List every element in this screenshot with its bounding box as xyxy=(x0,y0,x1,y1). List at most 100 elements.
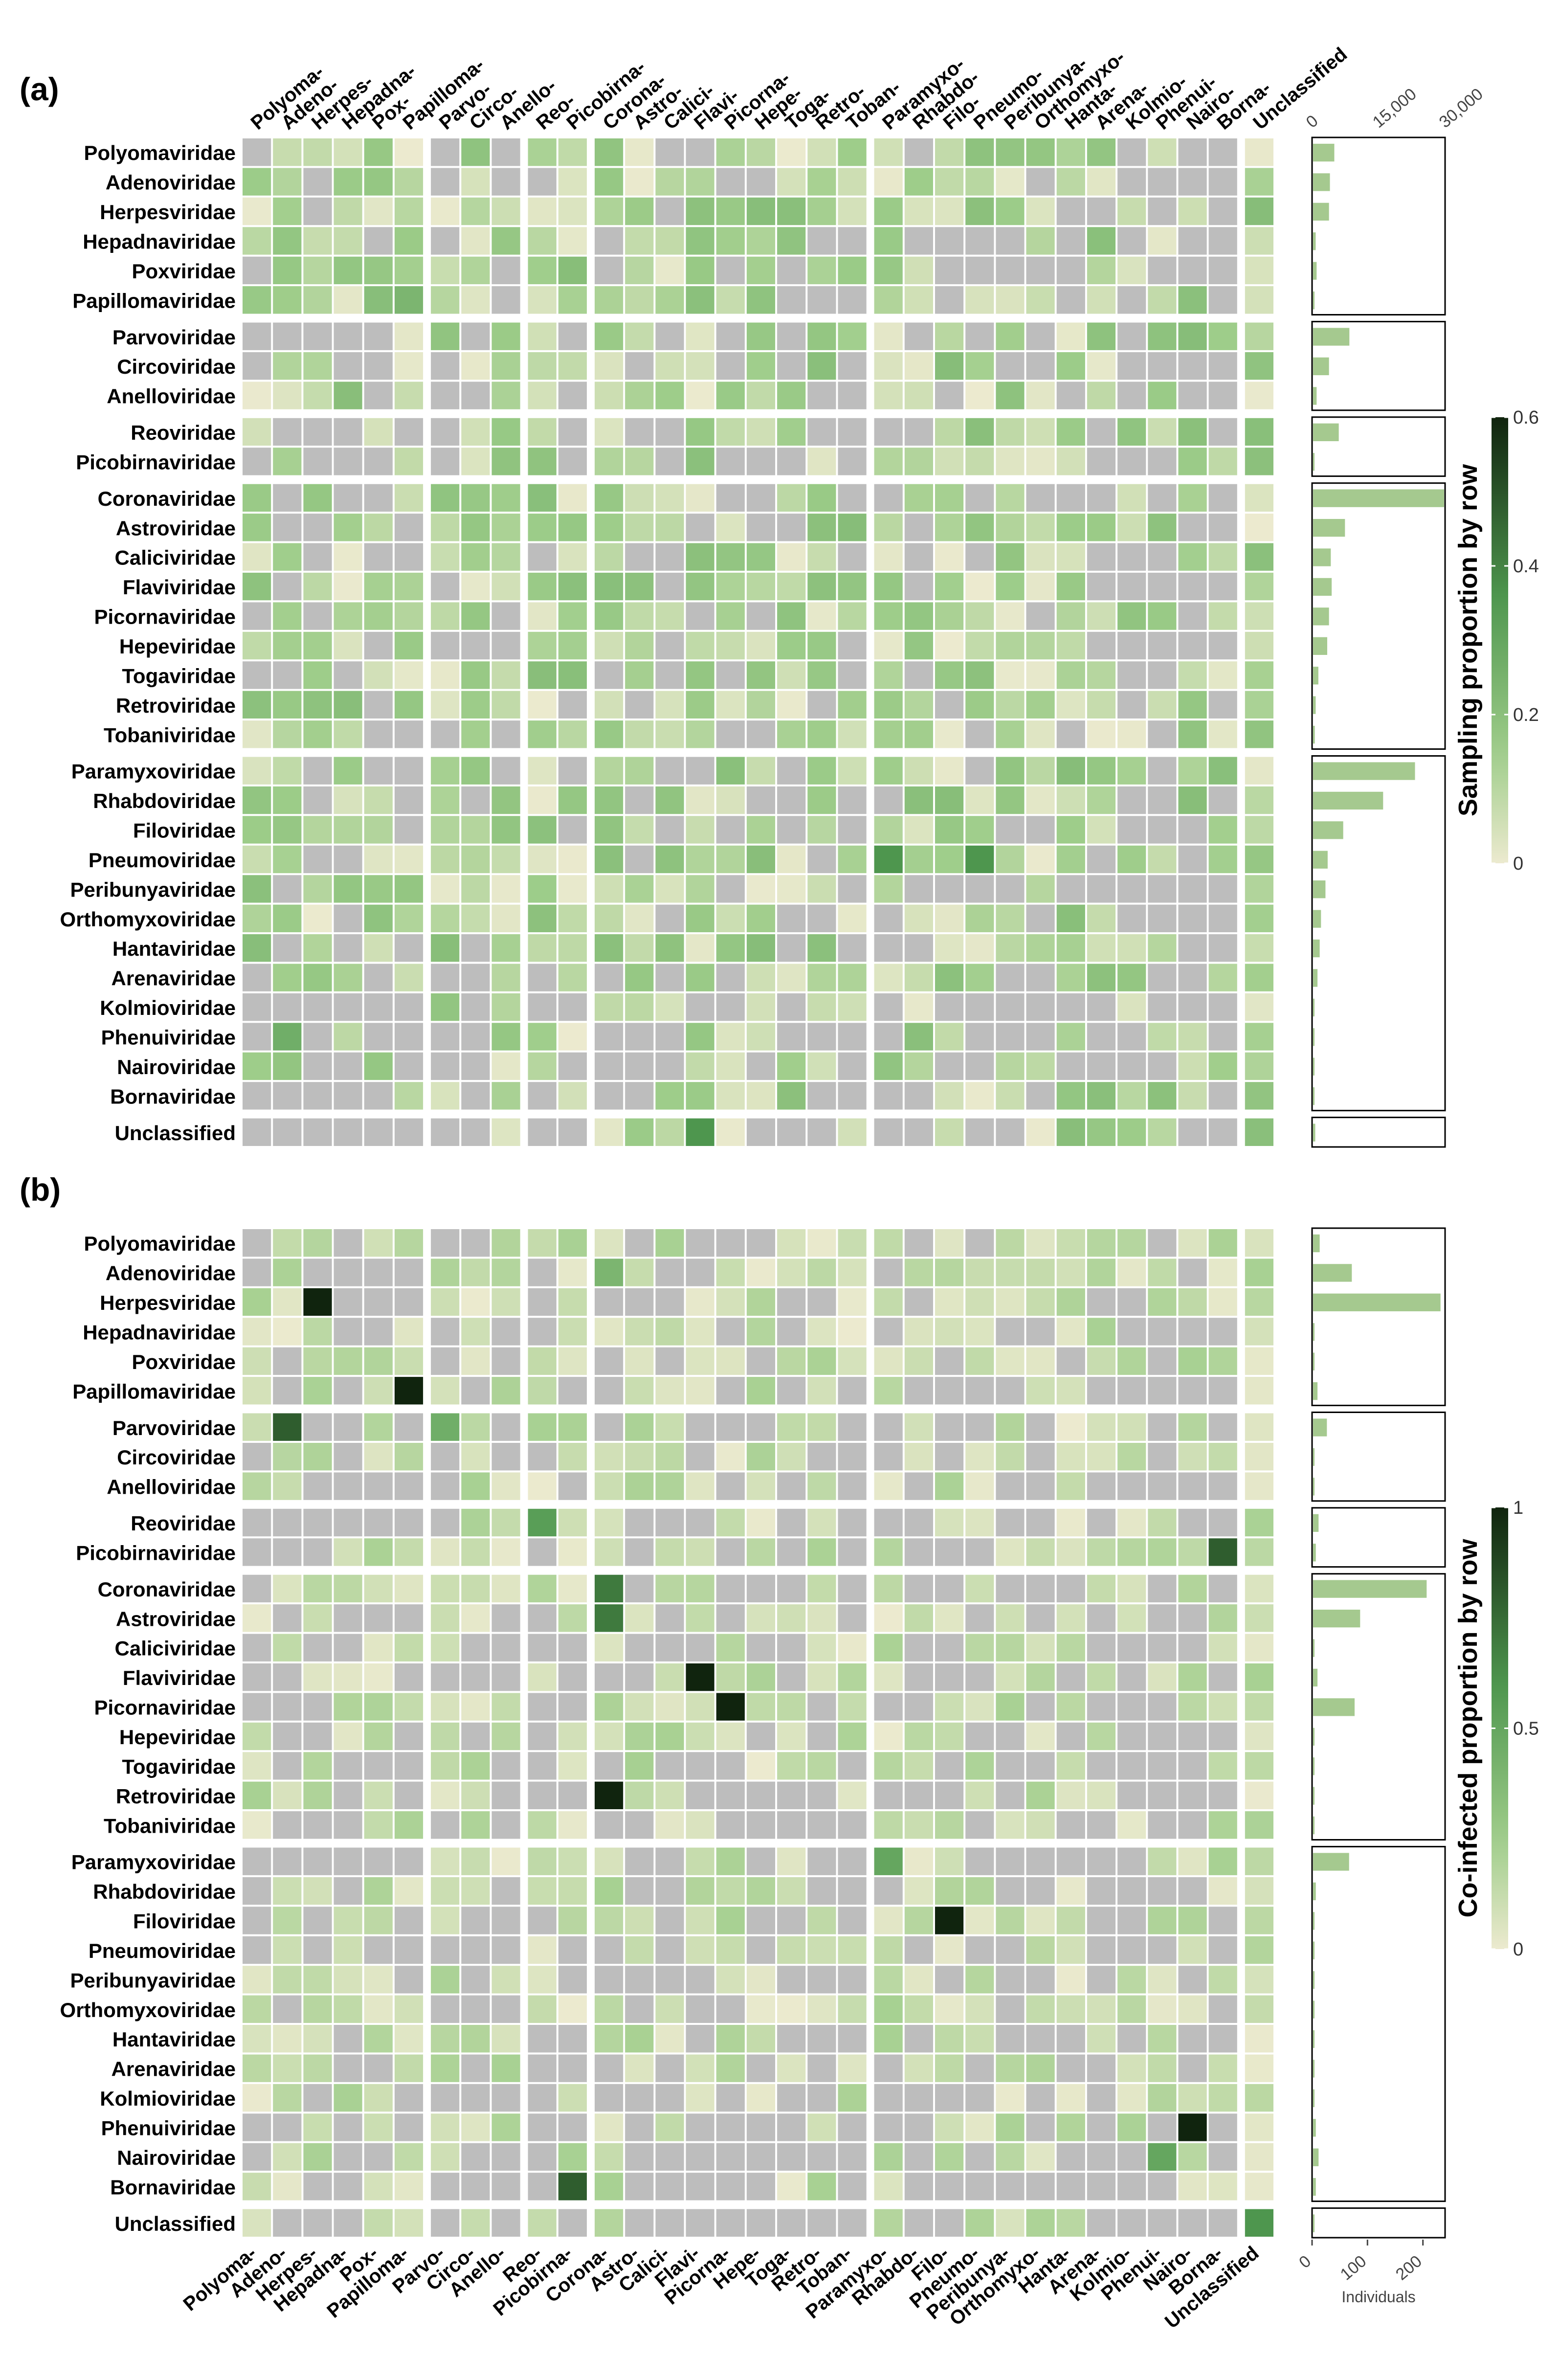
heatmap-cell xyxy=(686,572,714,601)
heatmap-cell xyxy=(996,720,1025,748)
heatmap-cell xyxy=(904,382,933,409)
heatmap-cell xyxy=(1087,1443,1116,1471)
heatmap-cell xyxy=(1056,543,1085,571)
heatmap-cell xyxy=(528,1288,557,1316)
heatmap-cell xyxy=(1117,484,1146,512)
heatmap-cell xyxy=(1026,197,1055,225)
heatmap-cell xyxy=(874,1318,903,1346)
heatmap-cell xyxy=(394,1752,423,1780)
heatmap-cell xyxy=(528,1781,557,1809)
heatmap-cell xyxy=(431,1907,460,1934)
heatmap-cell xyxy=(996,2025,1025,2053)
heatmap-cell xyxy=(874,322,903,350)
heatmap-cell xyxy=(1117,964,1146,991)
heatmap-cell xyxy=(777,514,806,541)
heatmap-cell xyxy=(746,1023,776,1051)
heatmap-cell xyxy=(1148,1082,1177,1110)
colorbar-tick: 0.2 xyxy=(1513,705,1539,725)
heatmap-cell xyxy=(1117,1722,1146,1751)
heatmap-cell xyxy=(625,2143,654,2171)
heatmap-cell xyxy=(394,418,423,446)
heatmap-cell xyxy=(807,1023,836,1051)
colorbar-title: Co-infected proportion by row xyxy=(1453,1539,1483,1918)
heatmap-cell xyxy=(461,1082,490,1110)
heatmap-cell xyxy=(1117,2113,1146,2141)
heatmap-cell xyxy=(461,322,490,350)
heatmap-cell xyxy=(777,1995,806,2023)
heatmap-cell xyxy=(777,1634,806,1662)
heatmap-cell xyxy=(686,382,714,409)
heatmap-cell xyxy=(904,2025,933,2053)
heatmap-cell xyxy=(965,1877,994,1905)
heatmap-cell xyxy=(935,2054,964,2082)
heatmap-cell xyxy=(996,418,1025,446)
heatmap-cell xyxy=(655,227,684,255)
heatmap-cell xyxy=(1178,1634,1207,1662)
heatmap-cell xyxy=(273,1693,302,1721)
heatmap-cell xyxy=(303,256,332,285)
heatmap-cell xyxy=(1245,2025,1273,2053)
heatmap-cell xyxy=(1148,227,1177,255)
heatmap-cell xyxy=(334,2025,362,2053)
side-bar xyxy=(1313,2060,1315,2078)
heatmap-cell xyxy=(746,1377,776,1405)
heatmap-cell xyxy=(625,514,654,541)
heatmap-cell xyxy=(716,845,745,874)
row-label: Anelloviridae xyxy=(107,385,236,408)
heatmap-cell xyxy=(935,1663,964,1691)
heatmap-cell xyxy=(777,786,806,814)
heatmap-cell xyxy=(1026,1023,1055,1051)
row-label: Kolmioviridae xyxy=(100,996,236,1019)
heatmap-cell xyxy=(394,1508,423,1537)
heatmap-cell xyxy=(303,1722,332,1751)
heatmap-cell xyxy=(904,1604,933,1632)
heatmap-cell xyxy=(1208,1118,1237,1146)
heatmap-cell xyxy=(243,904,271,932)
heatmap-cell xyxy=(1087,1118,1116,1146)
row-label: Paramyxoviridae xyxy=(71,1851,236,1874)
heatmap-cell xyxy=(1056,352,1085,380)
heatmap-cell xyxy=(394,2054,423,2082)
heatmap-cell xyxy=(935,1229,964,1257)
heatmap-cell xyxy=(1026,352,1055,380)
heatmap-cell xyxy=(558,1907,587,1934)
heatmap-cell xyxy=(491,1318,520,1346)
heatmap-cell xyxy=(874,382,903,409)
heatmap-cells xyxy=(243,1229,1273,2237)
heatmap-cell xyxy=(904,875,933,903)
heatmap-cell xyxy=(625,352,654,380)
heatmap-cell xyxy=(1148,1472,1177,1500)
heatmap-cell xyxy=(303,286,332,314)
heatmap-cell xyxy=(655,1413,684,1441)
heatmap-cell xyxy=(746,138,776,166)
heatmap-cell xyxy=(838,256,867,285)
heatmap-cell xyxy=(1148,1413,1177,1441)
row-label: Peribunyaviridae xyxy=(70,878,236,901)
heatmap-cell xyxy=(1026,1472,1055,1500)
heatmap-cell xyxy=(965,227,994,255)
heatmap-cell xyxy=(431,1258,460,1286)
heatmap-cell xyxy=(716,661,745,689)
heatmap-cell xyxy=(838,875,867,903)
heatmap-cell xyxy=(1087,1877,1116,1905)
heatmap-cell xyxy=(716,1936,745,1964)
heatmap-cell xyxy=(996,1258,1025,1286)
heatmap-cell xyxy=(273,964,302,991)
heatmap-cell xyxy=(996,875,1025,903)
row-label: Parvoviridae xyxy=(112,326,236,349)
heatmap-cell xyxy=(1026,2054,1055,2082)
heatmap-cell xyxy=(1117,256,1146,285)
colorbar-tick: 0 xyxy=(1513,1939,1523,1960)
heatmap-cell xyxy=(746,197,776,225)
heatmap-cell xyxy=(273,1229,302,1257)
heatmap-cell xyxy=(394,1538,423,1566)
heatmap-cell xyxy=(1178,1907,1207,1934)
row-label: Bornaviridae xyxy=(110,2176,236,2199)
heatmap-cell xyxy=(461,875,490,903)
heatmap-cell xyxy=(655,993,684,1021)
heatmap-cell xyxy=(838,286,867,314)
heatmap-cell xyxy=(528,1023,557,1051)
heatmap-cell xyxy=(431,2209,460,2237)
heatmap-cell xyxy=(965,1082,994,1110)
heatmap-cell xyxy=(716,256,745,285)
